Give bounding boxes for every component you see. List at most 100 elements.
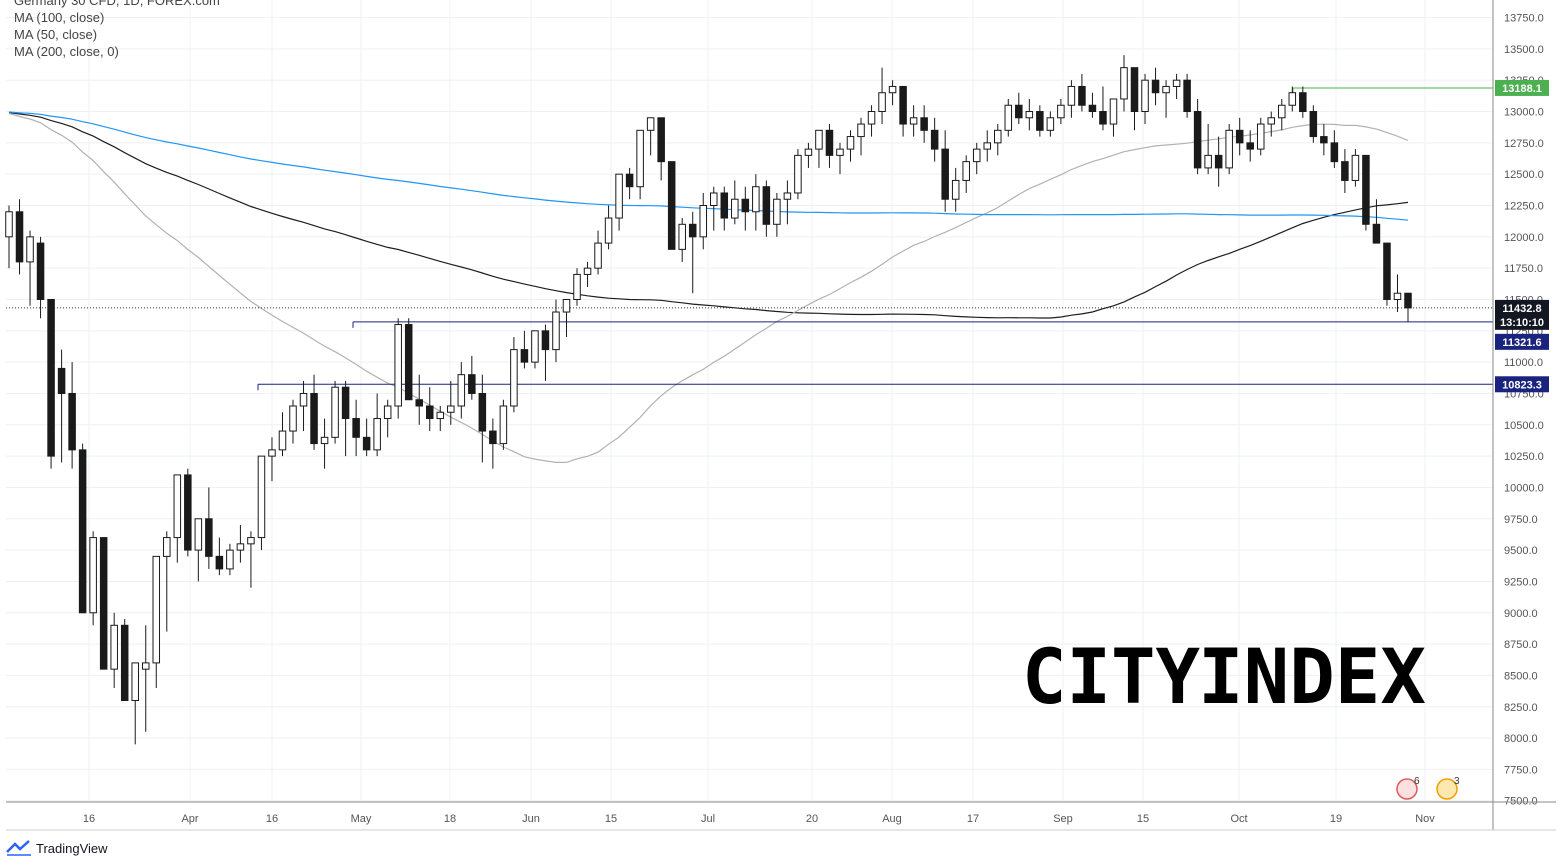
candle bbox=[173, 474, 182, 563]
x-tick-label: Nov bbox=[1415, 813, 1435, 825]
candle bbox=[331, 380, 339, 444]
candle-body bbox=[941, 148, 949, 200]
y-tick-label: 7750.0 bbox=[1504, 764, 1538, 776]
y-tick-label: 12250.0 bbox=[1504, 201, 1544, 213]
event-icon[interactable] bbox=[1436, 778, 1458, 800]
candle bbox=[1046, 111, 1055, 137]
y-tick-label: 9250.0 bbox=[1504, 576, 1538, 588]
candle-body bbox=[78, 449, 87, 614]
alerts-count: 6 bbox=[1414, 776, 1420, 787]
y-tick-label: 10500.0 bbox=[1504, 420, 1544, 432]
candle bbox=[1351, 149, 1360, 187]
candle bbox=[867, 105, 876, 137]
y-tick-label: 11000.0 bbox=[1504, 357, 1543, 369]
candle bbox=[794, 149, 802, 200]
candle-body bbox=[1057, 104, 1065, 119]
price-tag: 13188.1 bbox=[1495, 79, 1549, 96]
candle bbox=[15, 199, 24, 275]
candle bbox=[257, 455, 266, 551]
candle bbox=[625, 167, 634, 200]
x-tick-label: 18 bbox=[444, 813, 456, 825]
candle-body bbox=[141, 662, 150, 670]
watermark-city: CITY bbox=[1022, 632, 1200, 721]
x-tick-label: Oct bbox=[1230, 813, 1247, 825]
price-tag-bg bbox=[1495, 299, 1549, 316]
candle-body bbox=[26, 236, 34, 263]
candle bbox=[425, 387, 434, 432]
y-tick-label: 13500.0 bbox=[1504, 44, 1544, 56]
candle-body bbox=[951, 179, 960, 200]
candle bbox=[89, 531, 97, 626]
candle bbox=[1162, 80, 1170, 118]
candle bbox=[783, 180, 792, 225]
candle bbox=[552, 299, 560, 363]
candle-body bbox=[1204, 154, 1212, 169]
legend-ma-50[interactable]: MA (50, close) bbox=[14, 27, 98, 42]
watermark-index: INDEX bbox=[1198, 632, 1426, 721]
candle bbox=[1299, 86, 1307, 118]
candle-body bbox=[741, 198, 750, 213]
price-tag-text: 13:10:10 bbox=[1500, 317, 1544, 329]
candle-body bbox=[720, 192, 729, 219]
candle-body bbox=[120, 624, 129, 701]
price-tag: 10823.3 bbox=[1495, 376, 1549, 393]
candle-body bbox=[289, 405, 297, 432]
candle bbox=[215, 537, 224, 576]
candle-body bbox=[215, 555, 224, 570]
candle-body bbox=[825, 129, 834, 156]
candle bbox=[373, 393, 381, 457]
candle-body bbox=[972, 148, 981, 163]
candle-body bbox=[510, 349, 518, 407]
candle bbox=[352, 399, 360, 457]
y-tick-label: 10000.0 bbox=[1504, 482, 1544, 494]
candle bbox=[1015, 92, 1023, 125]
candle bbox=[320, 418, 329, 469]
candle bbox=[247, 531, 255, 588]
candle-body bbox=[1214, 154, 1223, 169]
candle bbox=[1172, 73, 1181, 99]
candle-body bbox=[836, 148, 844, 156]
candle bbox=[78, 443, 87, 614]
chart-event-icons[interactable]: 6 3 bbox=[1396, 776, 1460, 800]
y-tick-label: 12500.0 bbox=[1504, 169, 1544, 181]
price-tag: 11321.6 bbox=[1495, 333, 1549, 350]
candle-body bbox=[1067, 85, 1076, 106]
legend-ma-100[interactable]: MA (100, close) bbox=[14, 10, 105, 25]
candle-body bbox=[909, 117, 918, 125]
candle-body bbox=[699, 205, 708, 238]
y-tick-label: 10250.0 bbox=[1504, 451, 1544, 463]
x-tick-label: 17 bbox=[967, 813, 979, 825]
candle-body bbox=[89, 537, 97, 614]
candle-body bbox=[163, 537, 171, 557]
candle bbox=[804, 142, 813, 168]
candle bbox=[1078, 73, 1086, 112]
x-tick-label: 19 bbox=[1330, 813, 1342, 825]
candle-body bbox=[499, 405, 508, 445]
candle-body bbox=[1267, 117, 1276, 125]
candle-body bbox=[930, 129, 939, 150]
candle bbox=[667, 161, 676, 250]
candle-body bbox=[362, 436, 371, 451]
alert-icon[interactable] bbox=[1396, 778, 1418, 800]
candle-body bbox=[1162, 85, 1170, 94]
candle-body bbox=[1004, 104, 1013, 131]
tradingview-icon bbox=[6, 840, 31, 856]
candle-body bbox=[436, 411, 445, 420]
candle bbox=[857, 117, 865, 156]
x-tick-label: Apr bbox=[181, 813, 198, 825]
candle bbox=[110, 612, 118, 688]
candle-body bbox=[583, 267, 592, 275]
candle bbox=[1088, 92, 1097, 118]
candle-body bbox=[562, 298, 571, 313]
candle-body bbox=[131, 662, 139, 701]
candle bbox=[1151, 67, 1160, 106]
candle-body bbox=[731, 198, 739, 219]
y-tick-label: 9500.0 bbox=[1504, 545, 1538, 557]
candle-body bbox=[678, 223, 686, 250]
legend-ma-200[interactable]: MA (200, close, 0) bbox=[14, 44, 119, 59]
candle bbox=[415, 374, 423, 425]
tradingview-logo[interactable]: TradingView bbox=[6, 838, 108, 858]
candle bbox=[1225, 124, 1233, 175]
x-tick-label: 16 bbox=[266, 813, 278, 825]
